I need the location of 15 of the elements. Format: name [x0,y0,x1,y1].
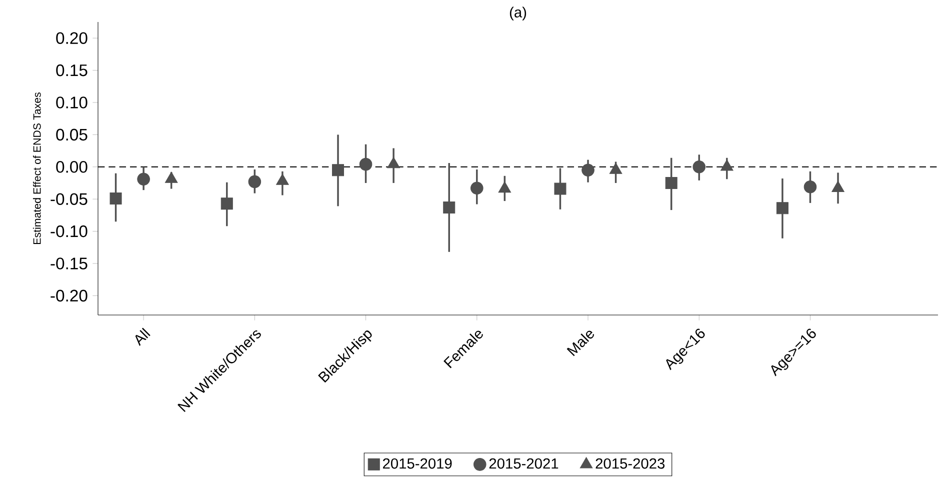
y-tick-label: 0.20 [56,32,88,44]
legend-label: 2015-2021 [489,458,558,469]
y-tick-label: -0.10 [50,225,88,238]
legend-label: 2015-2019 [383,458,452,469]
y-tick-label: -0.20 [50,290,88,302]
y-tick-label: 0.00 [56,161,88,173]
y-axis-title: Estimated Effect of ENDS Taxes [32,92,41,244]
y-tick-label: 0.10 [56,96,88,108]
chart-title: (a) [510,6,526,20]
y-tick-label: -0.15 [50,258,88,270]
y-tick-label: 0.05 [56,128,88,141]
legend-label: 2015-2023 [596,458,665,469]
y-tick-label: 0.15 [56,64,88,76]
x-tick-label: All [135,328,150,346]
y-tick-label: -0.05 [50,193,88,205]
